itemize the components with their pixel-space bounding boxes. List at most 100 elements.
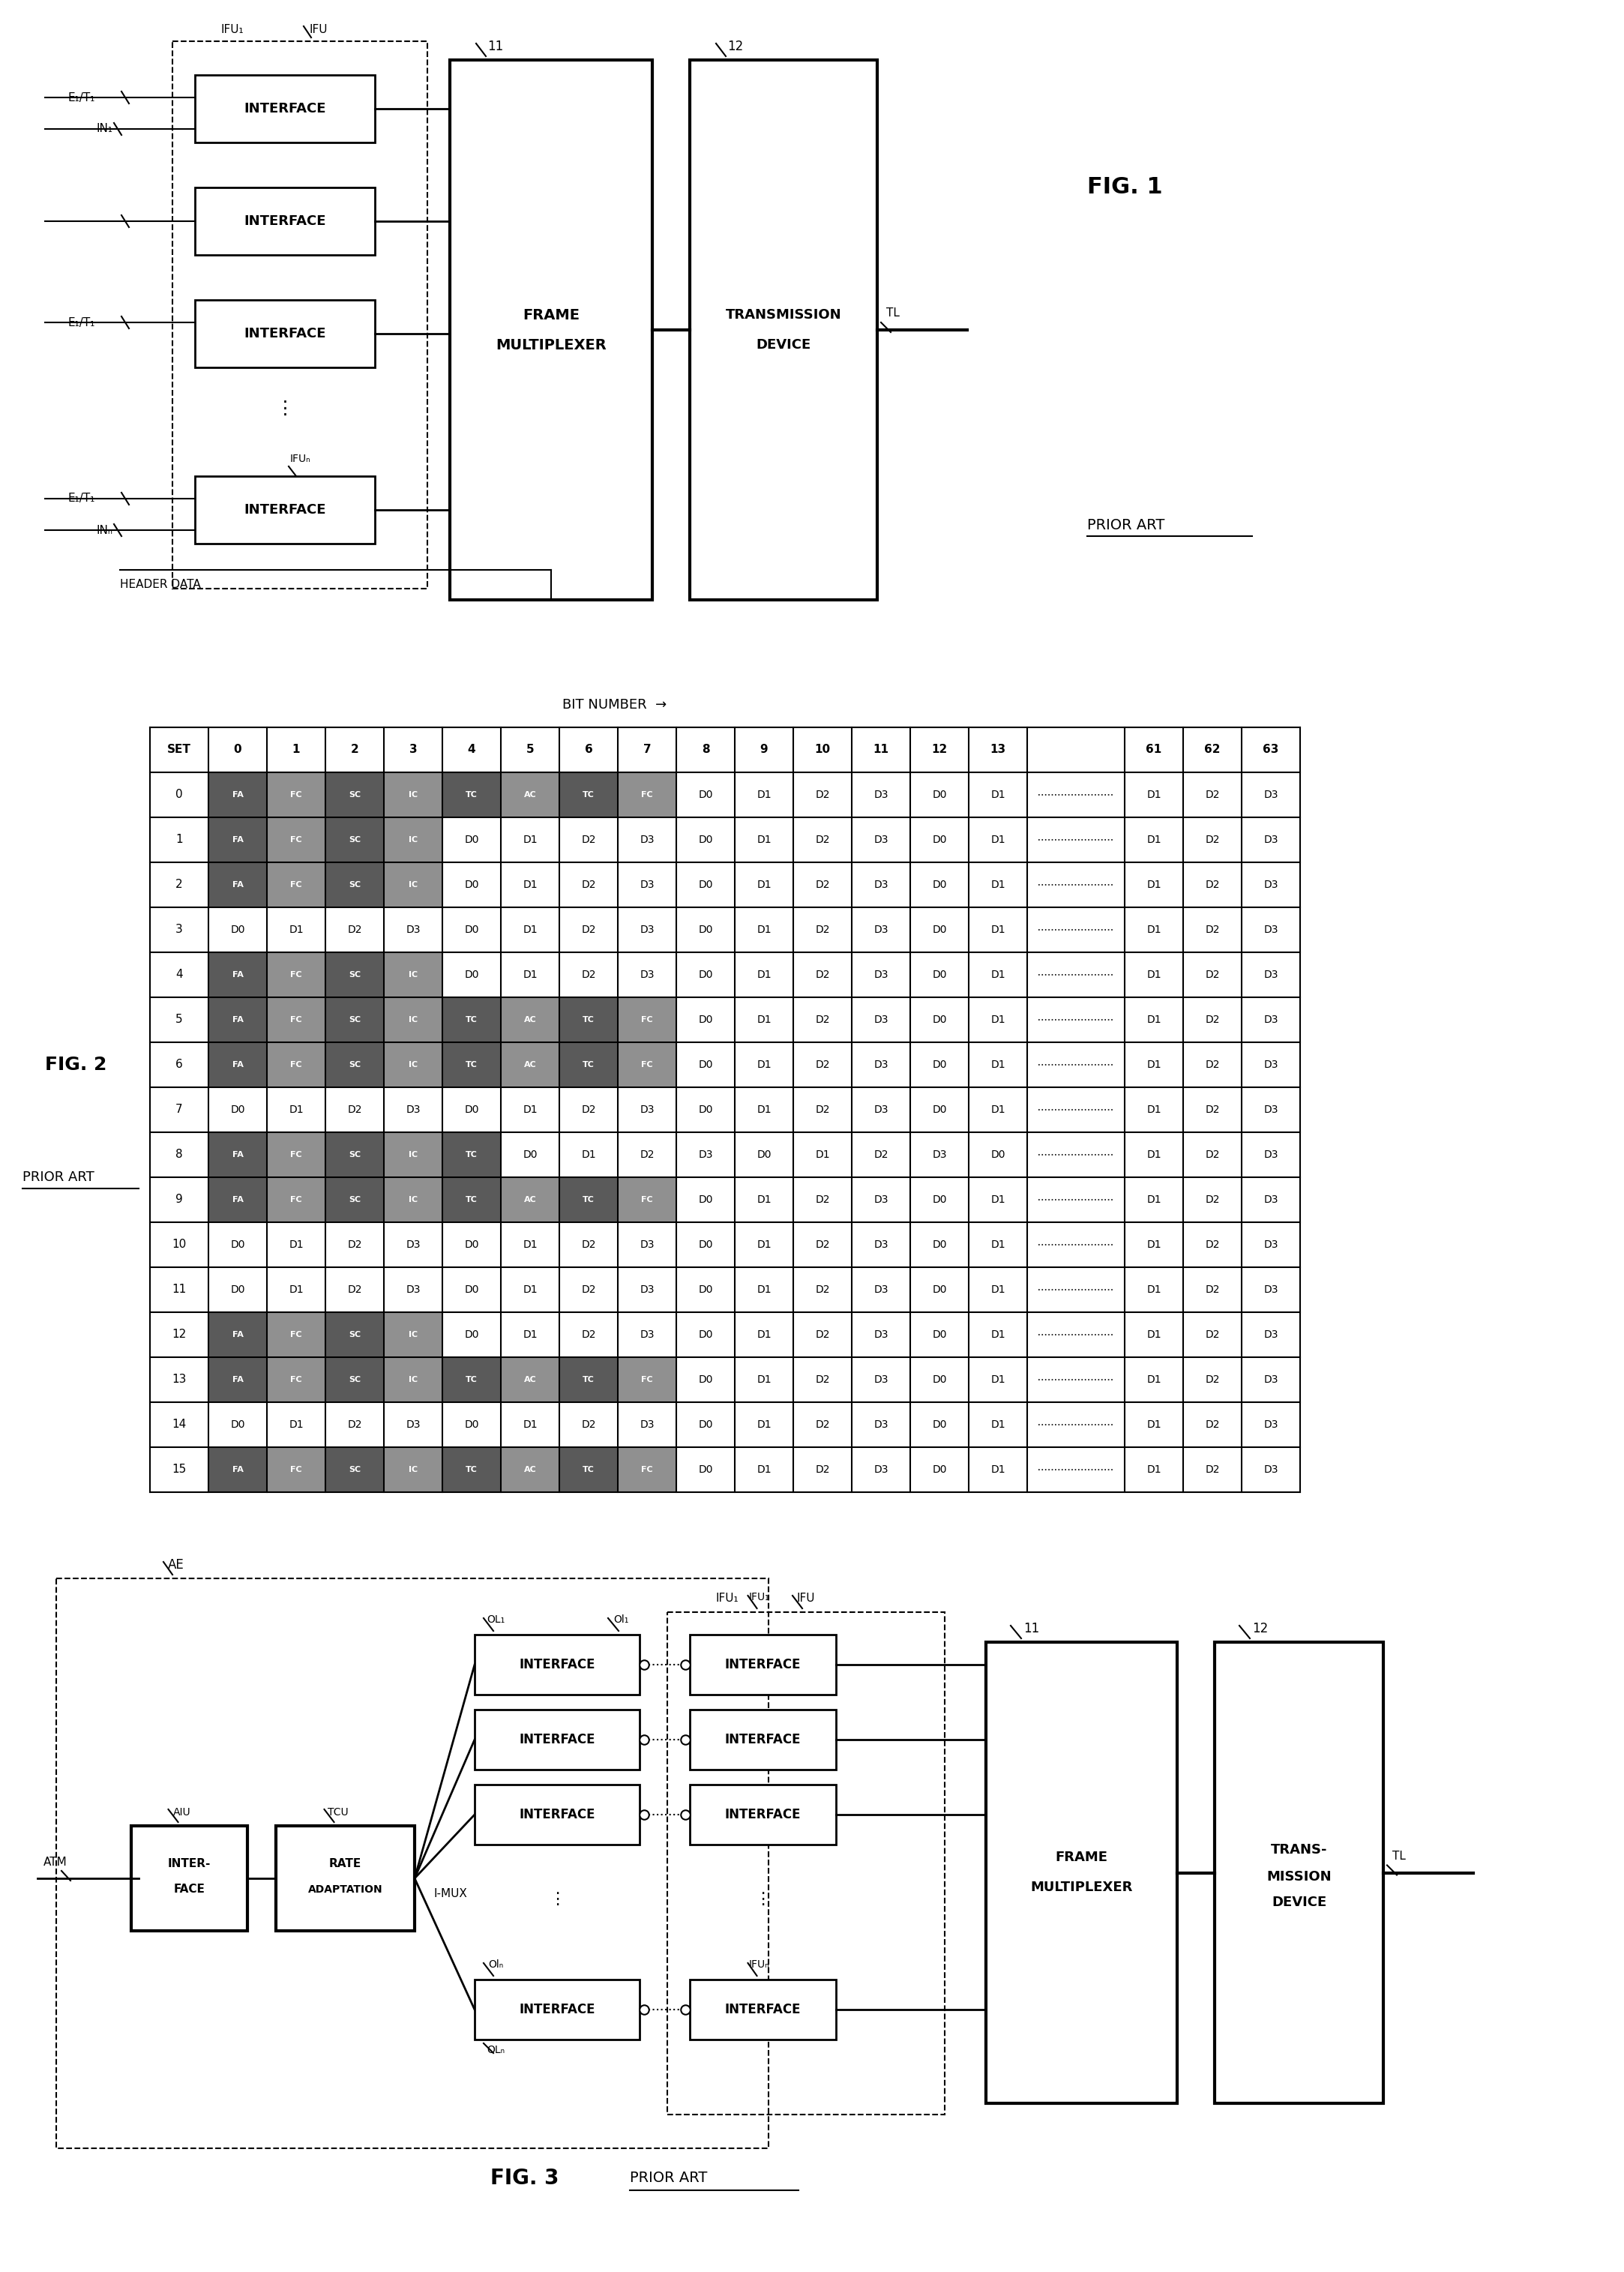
Text: D2: D2: [1205, 1059, 1220, 1070]
Text: D1: D1: [523, 1241, 538, 1250]
Text: FC: FC: [641, 1195, 653, 1204]
Text: D2: D2: [581, 925, 596, 936]
Text: Ol₁: Ol₁: [614, 1615, 628, 1624]
Bar: [500, 1177, 559, 1222]
Text: D2: D2: [815, 1195, 830, 1204]
Text: D0: D0: [757, 1150, 771, 1161]
Bar: [266, 997, 325, 1043]
Text: TL: TL: [1392, 1852, 1406, 1861]
Text: IFUₙ: IFUₙ: [749, 1958, 770, 1970]
Bar: [208, 863, 266, 907]
Text: MULTIPLEXER: MULTIPLEXER: [1030, 1881, 1132, 1895]
Text: D2: D2: [581, 1329, 596, 1340]
Bar: [325, 1131, 383, 1177]
Text: D2: D2: [1205, 1329, 1220, 1340]
Text: IC: IC: [409, 1016, 417, 1022]
Bar: [195, 189, 375, 254]
Text: D1: D1: [991, 1195, 1005, 1204]
Text: FA: FA: [232, 1016, 244, 1022]
Bar: [617, 1043, 676, 1088]
Bar: [172, 41, 427, 588]
Text: 11: 11: [172, 1284, 187, 1295]
Text: I-MUX: I-MUX: [434, 1888, 468, 1899]
Text: D0: D0: [464, 834, 479, 845]
Text: FRAME: FRAME: [1056, 1852, 1108, 1865]
Bar: [442, 1177, 500, 1222]
Bar: [383, 952, 442, 997]
Text: IC: IC: [409, 1377, 417, 1384]
Text: D0: D0: [932, 925, 947, 936]
Text: D0: D0: [698, 834, 713, 845]
Text: 11: 11: [487, 39, 503, 52]
Bar: [208, 1177, 266, 1222]
Text: D3: D3: [1263, 925, 1278, 936]
Text: D3: D3: [698, 1150, 713, 1161]
Text: INTERFACE: INTERFACE: [244, 214, 326, 227]
Text: D0: D0: [231, 1241, 245, 1250]
Bar: [442, 997, 500, 1043]
Text: D1: D1: [757, 1465, 771, 1475]
Text: FA: FA: [232, 1465, 244, 1475]
Text: D2: D2: [581, 1104, 596, 1116]
Text: D3: D3: [874, 1059, 888, 1070]
Text: TRANSMISSION: TRANSMISSION: [726, 309, 841, 323]
Text: D2: D2: [815, 1241, 830, 1250]
Text: D3: D3: [1263, 1016, 1278, 1025]
Bar: [383, 1177, 442, 1222]
Text: D2: D2: [348, 1284, 362, 1295]
Text: D1: D1: [757, 791, 771, 800]
Text: D0: D0: [991, 1150, 1005, 1161]
Bar: [474, 1979, 640, 2040]
Text: D1: D1: [757, 1241, 771, 1250]
Text: D2: D2: [815, 970, 830, 979]
Text: D2: D2: [1205, 925, 1220, 936]
Text: FIG. 3: FIG. 3: [490, 2167, 559, 2188]
Text: D1: D1: [1147, 1195, 1161, 1204]
Text: FA: FA: [232, 791, 244, 797]
Text: SC: SC: [349, 882, 361, 888]
Text: D3: D3: [874, 1241, 888, 1250]
Text: D2: D2: [581, 1420, 596, 1429]
Text: FC: FC: [291, 1377, 302, 1384]
Bar: [500, 1356, 559, 1402]
Text: 13: 13: [991, 745, 1005, 757]
Text: 14: 14: [172, 1420, 187, 1431]
Text: FA: FA: [232, 1152, 244, 1159]
Text: D1: D1: [757, 1284, 771, 1295]
Text: 9: 9: [175, 1195, 184, 1206]
Bar: [276, 1827, 414, 1931]
Text: 4: 4: [468, 745, 476, 757]
Text: 6: 6: [585, 745, 593, 757]
Text: 8: 8: [175, 1150, 184, 1161]
Bar: [325, 1043, 383, 1088]
Text: SC: SC: [349, 1465, 361, 1475]
Text: D1: D1: [991, 1420, 1005, 1429]
Text: D2: D2: [1205, 1104, 1220, 1116]
Text: FIG. 1: FIG. 1: [1086, 177, 1163, 198]
Text: IC: IC: [409, 882, 417, 888]
Text: D1: D1: [289, 1104, 304, 1116]
Text: INTERFACE: INTERFACE: [244, 102, 326, 116]
Bar: [500, 1447, 559, 1493]
Text: D0: D0: [932, 879, 947, 891]
Text: D3: D3: [1263, 1329, 1278, 1340]
Text: D0: D0: [464, 925, 479, 936]
Bar: [559, 772, 617, 818]
Bar: [617, 997, 676, 1043]
Text: D2: D2: [581, 970, 596, 979]
Text: TC: TC: [466, 1061, 477, 1068]
Bar: [500, 772, 559, 818]
Text: D2: D2: [1205, 834, 1220, 845]
Text: AIU: AIU: [174, 1806, 190, 1818]
Text: FC: FC: [641, 791, 653, 797]
Text: FACE: FACE: [174, 1883, 205, 1895]
Bar: [266, 1313, 325, 1356]
Text: D2: D2: [348, 1104, 362, 1116]
Text: D0: D0: [231, 1420, 245, 1429]
Bar: [690, 1979, 836, 2040]
Text: INTERFACE: INTERFACE: [244, 502, 326, 516]
Text: FC: FC: [641, 1016, 653, 1022]
Text: D1: D1: [991, 1104, 1005, 1116]
Text: D3: D3: [874, 791, 888, 800]
Text: D1: D1: [1147, 1150, 1161, 1161]
